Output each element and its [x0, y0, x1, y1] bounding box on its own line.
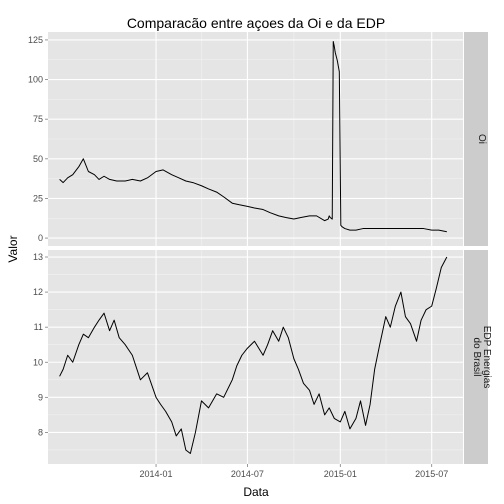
- y-tick-label: 75: [33, 114, 43, 124]
- y-axis-title: Valor: [6, 235, 20, 262]
- y-tick-label: 50: [33, 154, 43, 164]
- facet-panel-0: 0 25 50 75 100 125 Oi: [28, 32, 488, 246]
- x-tick-label: 2014-01: [140, 469, 173, 479]
- y-tick-label: 25: [33, 193, 43, 203]
- x-axis-title: Data: [243, 485, 269, 499]
- x-tick-label: 2015-01: [324, 469, 357, 479]
- x-tick-label: 2015-07: [415, 469, 448, 479]
- y-tick-label: 9: [38, 392, 43, 402]
- facet-strip-label: EDP Energias: [481, 326, 492, 389]
- facet-strip-label: Oi: [476, 134, 487, 144]
- y-tick-label: 10: [33, 357, 43, 367]
- y-tick-label: 0: [38, 233, 43, 243]
- y-tick-label: 13: [33, 252, 43, 262]
- x-tick-label: 2014-07: [231, 469, 264, 479]
- y-tick-label: 8: [38, 427, 43, 437]
- facet-strip: [464, 32, 488, 246]
- y-tick-label: 125: [28, 35, 43, 45]
- chart-title: Comparacão entre açoes da Oi e da EDP: [127, 15, 385, 31]
- y-tick-label: 100: [28, 75, 43, 85]
- facet-panels: 0 25 50 75 100 125 Oi 8 9 10 11 12 13 EDP Energiasdo …: [28, 32, 492, 464]
- facet-strip-label: do Brasil: [471, 338, 482, 377]
- panel-background: [48, 250, 463, 464]
- series-line-1: [59, 256, 448, 454]
- y-tick-label: 11: [34, 322, 43, 332]
- y-tick-label: 12: [33, 287, 43, 297]
- series-line-0: [59, 41, 447, 233]
- x-axis: 2014-01 2014-07 2015-01 2015-07: [140, 464, 448, 479]
- facet-strip: [464, 250, 488, 464]
